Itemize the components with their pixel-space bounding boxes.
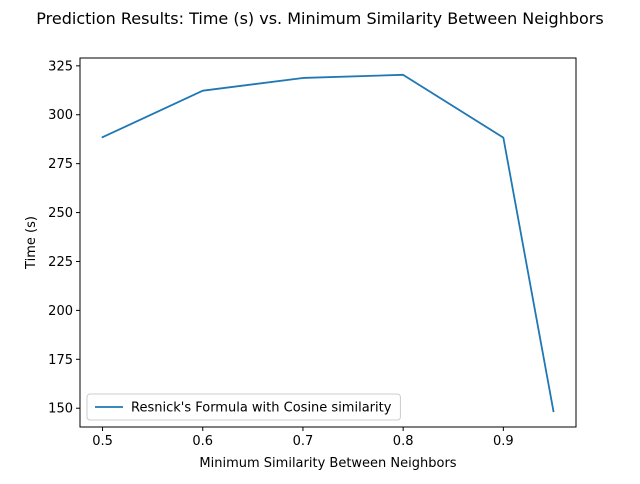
series-layer [101,73,555,413]
plot-area-frame [79,57,577,428]
legend-entry-label: Resnick's Formula with Cosine similarity [131,401,392,416]
y-axis-ticks: 150 175 200 225 250 275 300 325 [48,59,80,417]
legend: Resnick's Formula with Cosine similarity [86,393,401,421]
legend-box [86,393,401,421]
x-tick-label: 0.9 [493,434,514,449]
y-tick-label: 150 [48,402,73,417]
y-tick-label: 250 [48,206,73,221]
x-tick-label: 0.5 [92,434,113,449]
chart-title: Prediction Results: Time (s) vs. Minimum… [36,9,603,28]
x-axis-label: Minimum Similarity Between Neighbors [199,456,456,471]
y-tick-label: 300 [48,108,73,123]
y-tick-label: 225 [48,255,73,270]
x-tick-label: 0.7 [293,434,314,449]
y-tick-label: 200 [48,304,73,319]
y-tick-label: 175 [48,353,73,368]
x-tick-label: 0.8 [393,434,414,449]
y-axis-label: Time (s) [24,216,39,270]
x-axis-ticks: 0.5 0.6 0.7 0.8 0.9 [92,427,514,449]
y-tick-label: 275 [48,157,73,172]
x-tick-label: 0.6 [192,434,213,449]
y-tick-label: 325 [48,59,73,74]
series-line [101,73,555,413]
